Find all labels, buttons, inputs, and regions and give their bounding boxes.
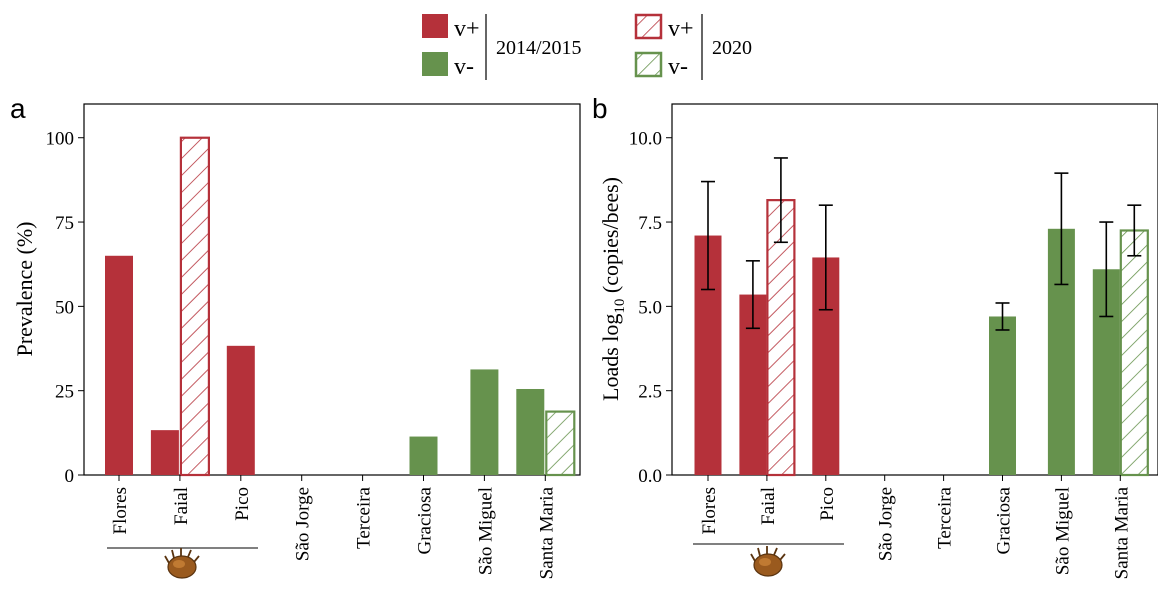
y-axis-a: 0 25 50 75 100	[46, 129, 84, 487]
x-tick-label-pico: Pico	[232, 487, 253, 521]
y-tick-label: 0	[65, 466, 75, 487]
x-tick-label-graciosa: Graciosa	[994, 486, 1015, 554]
bar-graciosa-2014-2015	[409, 436, 438, 475]
legend-label-vminus-2014: v-	[454, 54, 474, 80]
legend-period-2014: 2014/2015	[496, 37, 582, 59]
legend-swatch-vplus-2020	[634, 13, 663, 40]
y-tick-label: 100	[46, 129, 75, 150]
y-tick-label: 50	[55, 297, 74, 318]
bars-a	[105, 136, 576, 477]
x-tick-label-faial: Faial	[171, 487, 192, 525]
x-tick-label-flores: Flores	[110, 487, 131, 535]
bars-b	[694, 157, 1149, 477]
bar-pico-2014-2015	[226, 345, 255, 475]
y-tick-label: 7.5	[638, 213, 662, 234]
x-tick-label-graciosa: Graciosa	[415, 486, 436, 554]
bar-sao-miguel-2014-2015	[470, 369, 499, 475]
plot-frame-a	[83, 103, 581, 476]
bar-graciosa-2014-2015	[989, 316, 1016, 475]
y-tick-label: 25	[55, 382, 74, 403]
x-axis-a: Flores Faial Pico São Jorge Terceira Graciosa…	[110, 475, 557, 579]
x-axis-b: Flores Faial Pico São Jorge Terceira Graciosa…	[699, 475, 1132, 579]
y-axis-title-b: Loads log10 (copies/bees)	[598, 177, 628, 401]
y-tick-label: 5.0	[638, 297, 662, 318]
panel-a: a Prevalence (%) 0 25 50 75 100 Flores Faial P…	[10, 93, 581, 579]
x-tick-label-sao-jorge: São Jorge	[876, 487, 897, 561]
error-bar-sao-miguel-2014-2015	[1054, 172, 1069, 286]
x-tick-label-santa-maria: Santa Maria	[1111, 486, 1132, 579]
legend-label-vplus-2014: v+	[454, 16, 480, 42]
legend-label-vminus-2020: v-	[668, 54, 688, 80]
legend-swatch-vplus-2014	[422, 14, 448, 38]
error-bar-faial-2020	[773, 157, 788, 244]
y-tick-label: 75	[55, 213, 74, 234]
x-tick-label-pico: Pico	[817, 487, 838, 521]
error-bar-faial-2014-2015	[745, 260, 760, 330]
bar-faial-2020	[766, 199, 796, 477]
bar-faial-2020	[179, 136, 210, 477]
legend-label-vplus-2020: v+	[668, 16, 694, 42]
y-axis-b: 0.0 2.5 5.0 7.5 10.0	[629, 129, 672, 487]
bar-faial-2014-2015	[150, 430, 179, 475]
legend: v+ v- 2014/2015 v+ v- 2020	[422, 13, 752, 80]
x-tick-label-sao-jorge: São Jorge	[293, 487, 314, 561]
panel-letter-a: a	[10, 93, 26, 124]
legend-swatch-vminus-2014	[422, 52, 448, 76]
error-bar-flores-2014-2015	[701, 180, 715, 291]
legend-swatch-vminus-2020	[634, 51, 663, 78]
x-tick-label-flores: Flores	[699, 487, 720, 535]
y-tick-label: 10.0	[629, 129, 662, 150]
x-tick-label-terceira: Terceira	[354, 486, 375, 549]
legend-period-2020: 2020	[712, 37, 752, 59]
y-axis-title-a: Prevalence (%)	[12, 222, 37, 357]
x-tick-label-sao-miguel: São Miguel	[1052, 487, 1073, 575]
bar-santa-maria-2020	[545, 410, 576, 477]
x-tick-label-sao-miguel: São Miguel	[475, 487, 496, 575]
bar-santa-maria-2014-2015	[516, 388, 545, 475]
varroa-mite-icon	[750, 546, 786, 577]
y-tick-label: 2.5	[638, 382, 662, 403]
error-bar-graciosa-2014-2015	[995, 302, 1010, 331]
x-tick-label-faial: Faial	[758, 487, 779, 525]
error-bar-pico-2014-2015	[818, 204, 833, 311]
y-tick-label: 0.0	[638, 466, 662, 487]
panel-b: b Loads log10 (copies/bees) 0.0 2.5 5.0 7.5…	[592, 93, 1158, 579]
bar-santa-maria-2020	[1119, 229, 1149, 477]
varroa-mite-icon	[164, 548, 200, 579]
x-tick-label-terceira: Terceira	[935, 486, 956, 549]
x-tick-label-santa-maria: Santa Maria	[536, 486, 557, 579]
panel-letter-b: b	[592, 93, 608, 124]
error-bar-santa-maria-2020	[1127, 204, 1142, 257]
error-bar-santa-maria-2014-2015	[1099, 221, 1114, 318]
plot-frame-b	[671, 103, 1158, 476]
bar-flores-2014-2015	[105, 255, 133, 475]
